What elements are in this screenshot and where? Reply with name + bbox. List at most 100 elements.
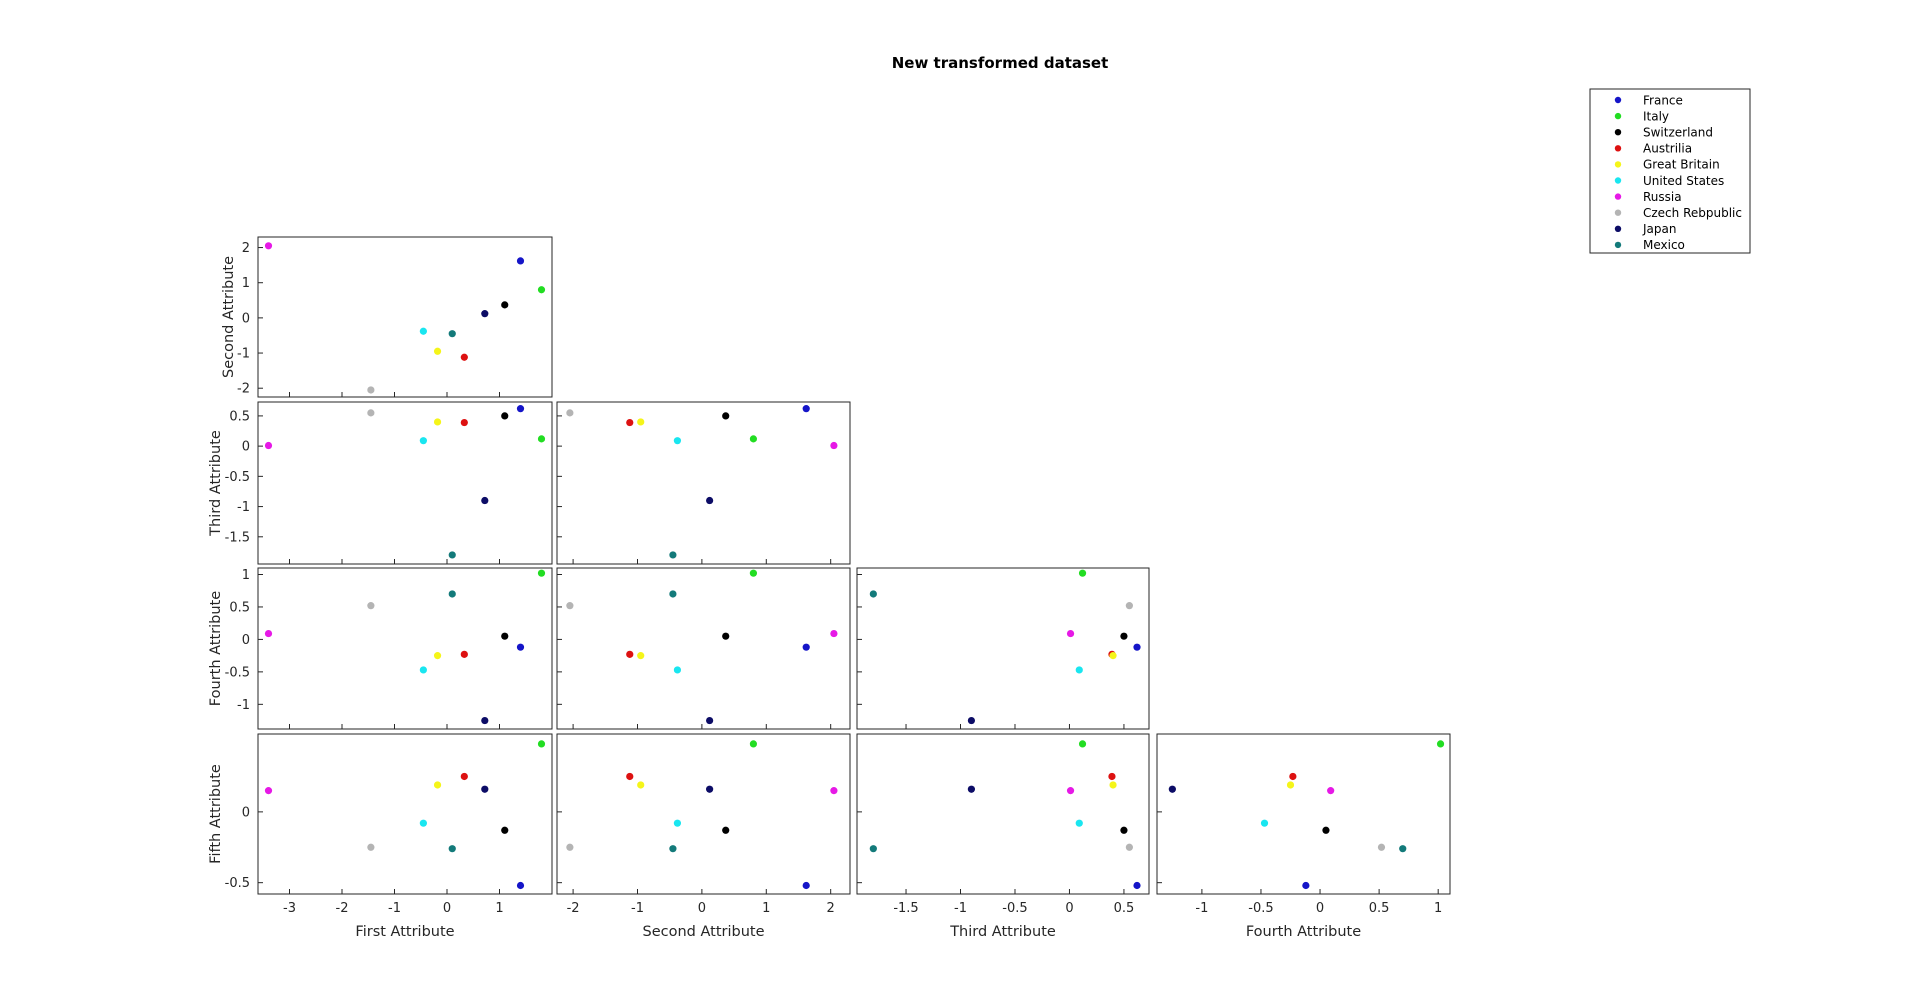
y-axis-label-third-attribute: Third Attribute <box>208 430 224 537</box>
x-axis-label-first-attribute: First Attribute <box>355 924 454 940</box>
point-mexico <box>448 845 456 853</box>
legend-item-russia: Russia <box>1614 190 1682 204</box>
y-tick-label: 2 <box>242 241 250 256</box>
legend-label: Italy <box>1643 109 1669 123</box>
point-france <box>516 257 525 265</box>
point-mexico <box>669 845 677 853</box>
point-japan <box>706 496 714 505</box>
point-japan <box>967 785 976 793</box>
panel-fifth-attribute-vs-fourth-attribute: -1 -0.5 0 0.5 1 <box>1156 733 1451 916</box>
point-austrilia <box>460 353 468 361</box>
point-russia <box>264 629 273 638</box>
point-united-states <box>1075 819 1083 827</box>
point-austrilia <box>460 418 468 427</box>
point-united-states <box>419 819 427 827</box>
panel-fourth-attribute-vs-first-attribute: -1 -0.5 0 0.5 1 <box>225 567 553 730</box>
panel-frame <box>856 733 1150 895</box>
point-italy <box>1078 569 1087 577</box>
chart-title: New transformed dataset <box>892 54 1109 72</box>
point-great-britain <box>433 347 442 355</box>
point-japan <box>1168 785 1176 793</box>
point-switzerland <box>501 301 509 309</box>
point-mexico <box>669 590 677 598</box>
y-axis-label-fourth-attribute: Fourth Attribute <box>208 591 224 706</box>
panel-frame <box>556 567 851 730</box>
x-tick-label: -1 <box>631 901 644 916</box>
point-austrilia <box>626 650 634 658</box>
x-tick-label: 1 <box>495 901 503 916</box>
point-czech-rebpublic <box>367 386 375 394</box>
legend-marker <box>1614 145 1622 152</box>
point-switzerland <box>501 412 509 420</box>
point-austrilia <box>1289 772 1297 781</box>
legend-label: Switzerland <box>1643 126 1713 140</box>
legend-marker <box>1614 112 1622 120</box>
panel-frame <box>856 567 1150 730</box>
point-czech-rebpublic <box>1125 602 1133 610</box>
point-switzerland <box>722 632 730 640</box>
point-united-states <box>673 666 682 674</box>
point-united-states <box>1260 819 1269 827</box>
y-tick-label: 0.5 <box>229 600 250 615</box>
point-united-states <box>1075 666 1083 674</box>
panel-third-attribute-vs-second-attribute <box>556 401 851 565</box>
point-japan <box>706 716 714 725</box>
y-tick-label: 0.5 <box>229 409 250 424</box>
point-great-britain <box>637 652 645 660</box>
legend-label: Austrilia <box>1643 142 1692 156</box>
legend-marker <box>1614 177 1622 184</box>
panel-fifth-attribute-vs-second-attribute: -2 -1 0 1 2 <box>556 733 851 916</box>
point-mexico <box>448 551 456 559</box>
legend: France Italy Switzerland Austrilia Great Bri… <box>1589 88 1751 254</box>
x-tick-label: -1 <box>954 901 967 916</box>
point-france <box>802 405 810 413</box>
point-mexico <box>1399 845 1407 853</box>
legend-item-great-britain: Great Britain <box>1614 158 1720 172</box>
point-russia <box>264 441 273 450</box>
y-axis-label-second-attribute: Second Attribute <box>221 256 237 378</box>
point-italy <box>749 740 758 748</box>
point-mexico <box>669 551 677 559</box>
legend-marker <box>1614 209 1622 216</box>
x-tick-label: -1 <box>388 901 401 916</box>
y-tick-label: -0.5 <box>225 470 250 485</box>
y-tick-label: 0 <box>242 805 250 820</box>
y-tick-label: -1.5 <box>225 530 250 545</box>
point-france <box>802 881 810 890</box>
point-france <box>1133 881 1141 890</box>
panel-fourth-attribute-vs-second-attribute <box>556 567 851 730</box>
x-axis-label-third-attribute: Third Attribute <box>949 924 1056 940</box>
point-czech-rebpublic <box>367 409 375 417</box>
point-france <box>516 405 525 413</box>
y-tick-label: 1 <box>242 568 250 583</box>
legend-label: Great Britain <box>1643 158 1720 172</box>
point-great-britain <box>1109 652 1117 660</box>
point-france <box>516 643 525 651</box>
legend-item-italy: Italy <box>1614 109 1669 123</box>
legend-label: France <box>1643 93 1683 107</box>
legend-label: Mexico <box>1643 238 1685 252</box>
point-great-britain <box>1286 781 1295 789</box>
panel-fifth-attribute-vs-first-attribute: -3 -2 -1 0 1 -0.5 0 <box>225 733 553 916</box>
point-italy <box>537 569 546 577</box>
panel-third-attribute-vs-first-attribute: -1.5 -1 -0.5 0 0.5 <box>225 401 553 565</box>
point-japan <box>481 716 489 725</box>
point-great-britain <box>637 781 645 789</box>
x-tick-label: 0 <box>1316 901 1324 916</box>
x-tick-label: 1 <box>1434 901 1442 916</box>
legend-item-united-states: United States <box>1614 174 1724 188</box>
point-mexico <box>869 590 877 598</box>
point-czech-rebpublic <box>566 602 574 610</box>
point-great-britain <box>1109 781 1117 789</box>
point-united-states <box>673 819 682 827</box>
x-tick-label: 0 <box>1065 901 1073 916</box>
point-switzerland <box>501 826 509 834</box>
legend-label: United States <box>1643 174 1724 188</box>
point-mexico <box>448 590 456 598</box>
y-tick-label: 1 <box>242 276 250 291</box>
legend-item-switzerland: Switzerland <box>1614 126 1713 140</box>
legend-marker <box>1614 96 1622 104</box>
x-tick-label: 0.5 <box>1369 901 1390 916</box>
legend-item-austrilia: Austrilia <box>1614 142 1692 156</box>
